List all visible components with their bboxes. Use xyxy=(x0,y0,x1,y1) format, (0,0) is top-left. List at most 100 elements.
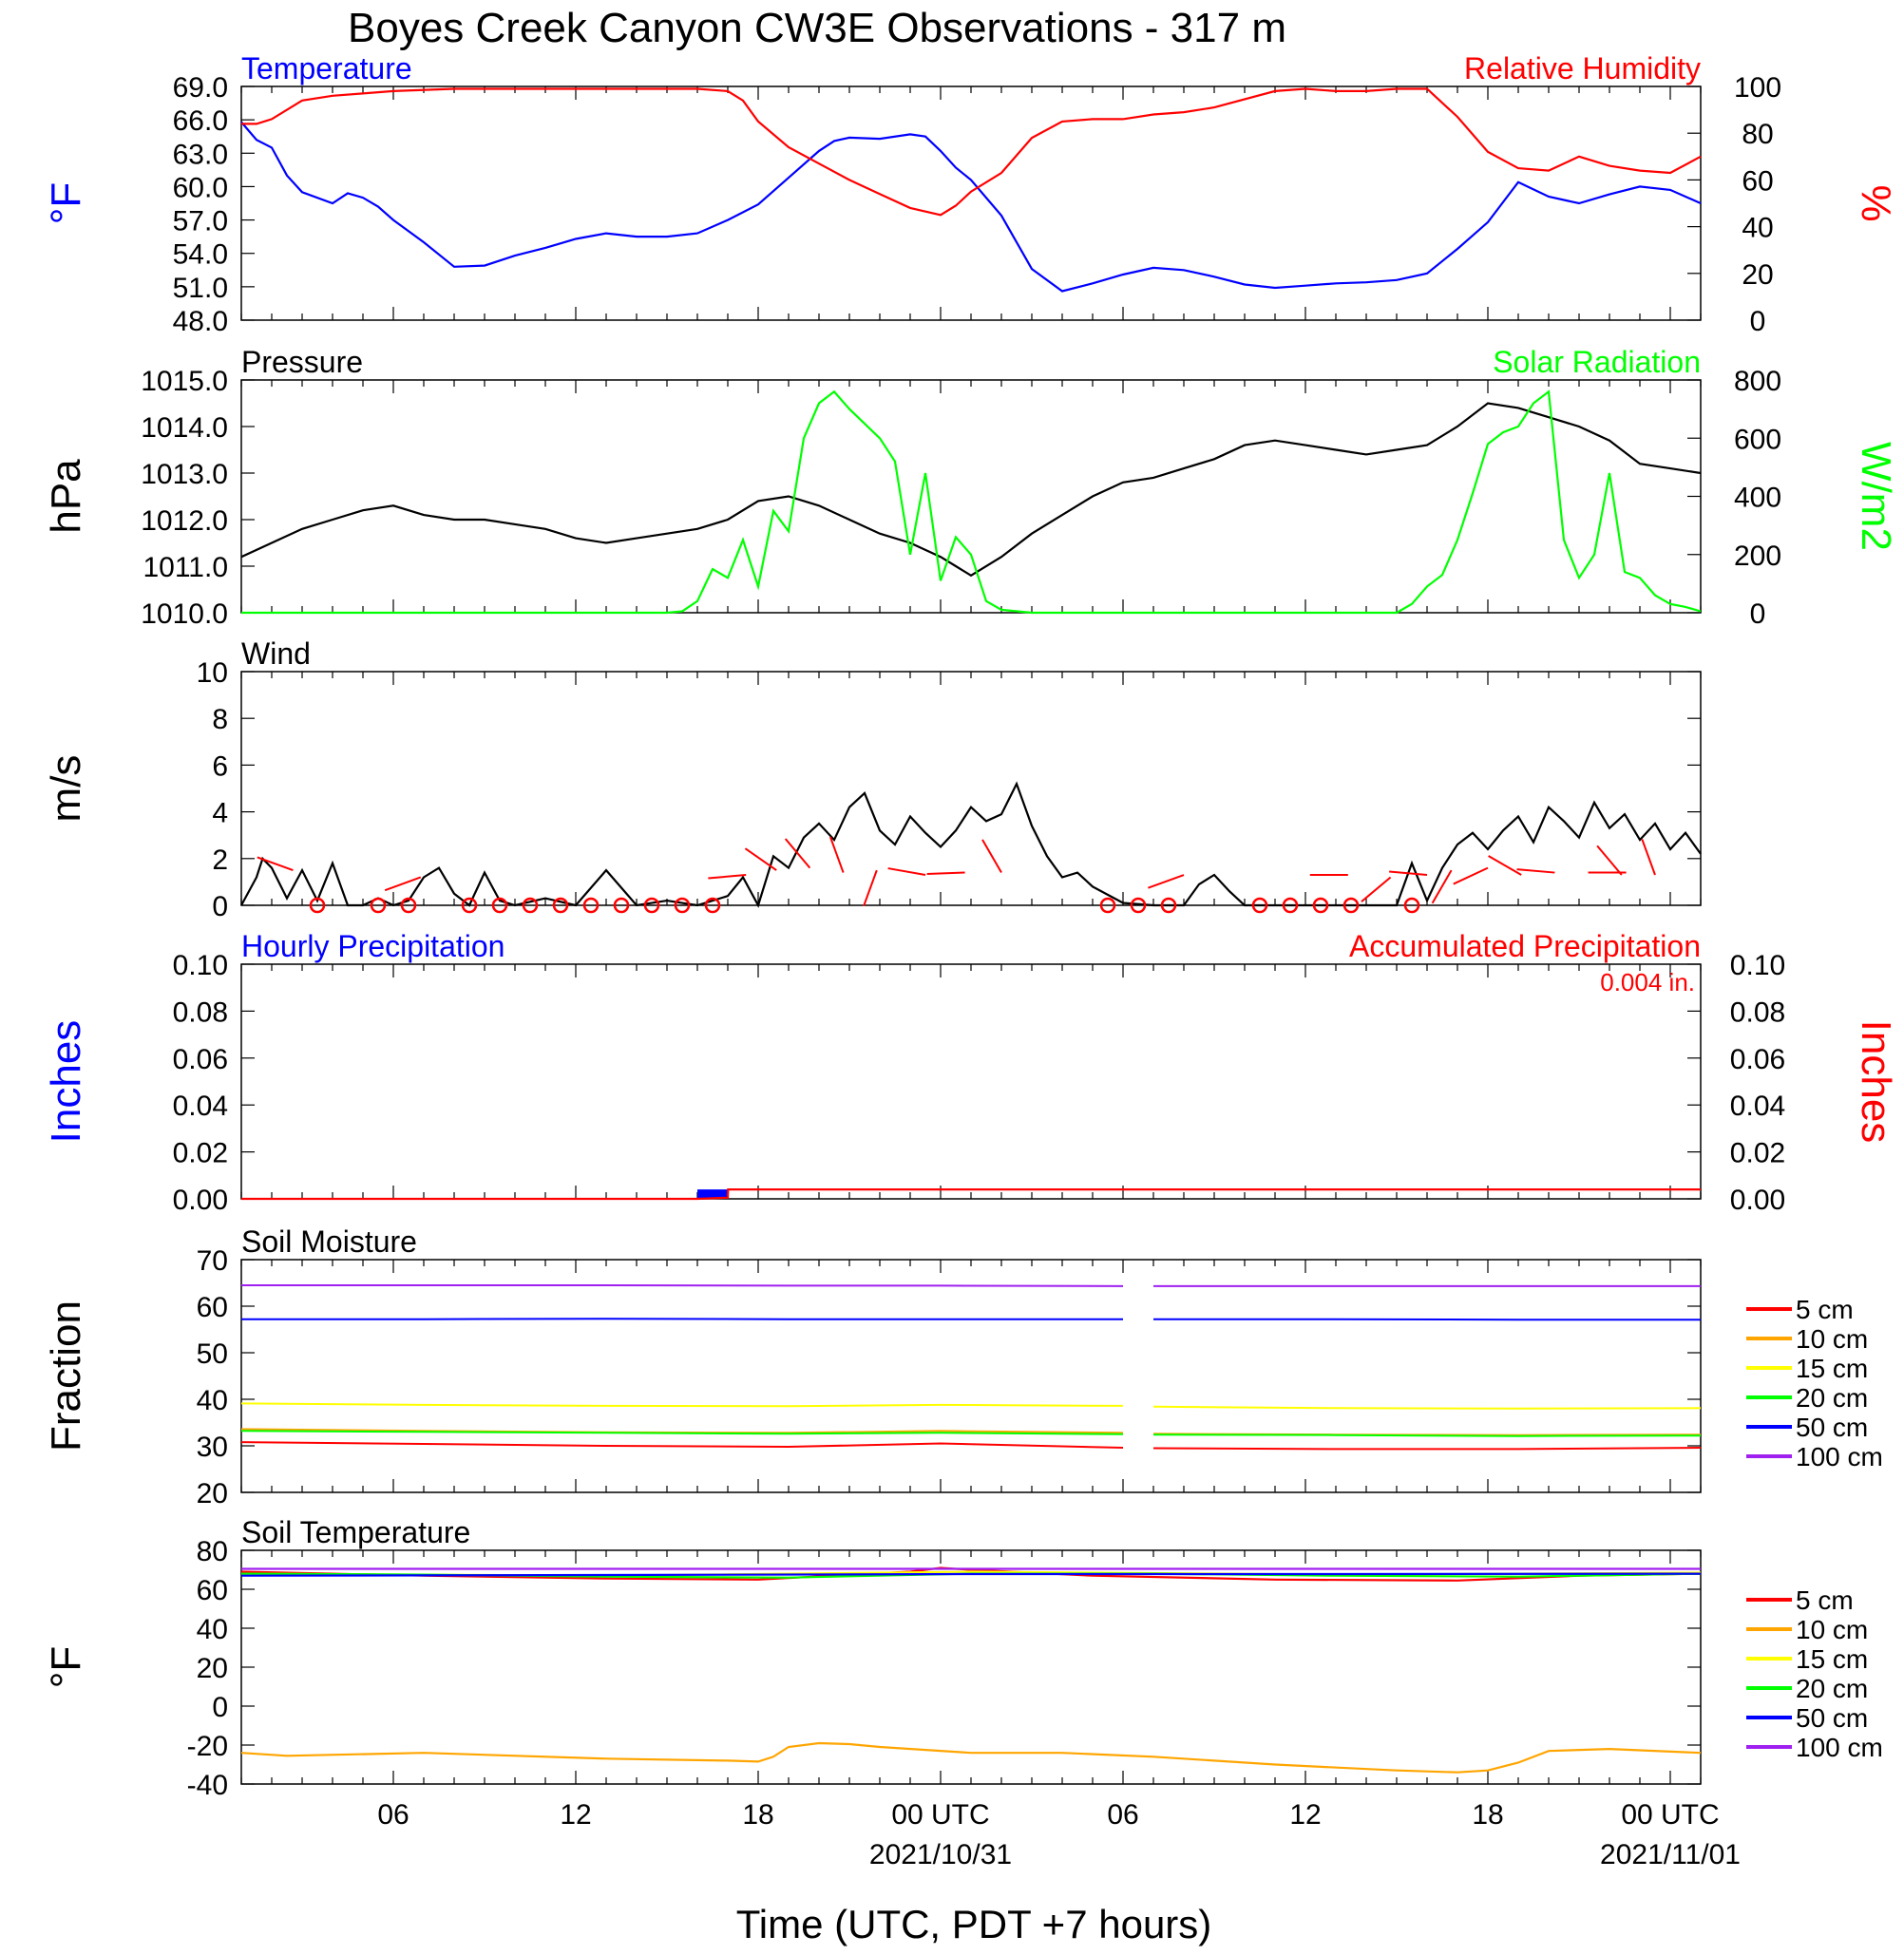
y-tick-label-left: 20 xyxy=(197,1653,228,1684)
series-line-soil-moisture-0 xyxy=(240,1441,1124,1449)
y-tick-label-right: 400 xyxy=(1734,483,1781,514)
panel-soil-moisture: 20 30 40 50 60 70 Soil Moisture Fraction 5 cm10 … xyxy=(43,1224,1883,1509)
y-tick-label-left: 1010.0 xyxy=(141,598,228,630)
y-tick-label-right: 200 xyxy=(1734,541,1781,572)
wind-barb xyxy=(784,838,811,869)
wind-barb xyxy=(708,874,747,880)
wind-barb xyxy=(1596,845,1623,876)
wind-barb xyxy=(926,871,965,875)
y-tick-label-right: 40 xyxy=(1742,213,1773,244)
legend-label: 5 cm xyxy=(1796,1585,1854,1615)
y-tick-label-left: 57.0 xyxy=(173,206,228,237)
y-tick-label-left: 20 xyxy=(197,1478,228,1509)
panel-precipitation: 0.00 0.02 0.04 0.06 0.08 0.10 0.00 0.02 0.04 0.06… xyxy=(43,929,1899,1216)
y-tick-label-left: 1014.0 xyxy=(141,412,228,444)
y-tick-label-left: 1015.0 xyxy=(141,366,228,397)
panel-title-left: Soil Moisture xyxy=(241,1224,417,1259)
y-tick-label-right: 800 xyxy=(1734,366,1781,397)
wind-barb xyxy=(744,847,777,871)
wind-barb xyxy=(1389,870,1428,877)
panel-title-left: Soil Temperature xyxy=(241,1515,470,1549)
wind-barb xyxy=(384,876,422,892)
series-line-soil-moisture-0 xyxy=(1152,1447,1702,1451)
calm-wind-marker xyxy=(1130,897,1147,914)
panel-temperature-rh: 48.051.054.057.060.063.066.069.0 0 20 40 60 8… xyxy=(43,51,1899,337)
y-tick-label-right: 100 xyxy=(1734,72,1781,104)
legend-label: 20 cm xyxy=(1796,1383,1868,1413)
y-tick-label-left: -20 xyxy=(187,1731,228,1762)
wind-barb xyxy=(828,836,845,873)
x-tick-label: 18 xyxy=(1472,1799,1503,1831)
y-tick-label-right: 0 xyxy=(1750,306,1766,337)
y-tick-label-left: 2 xyxy=(212,845,228,876)
panel-title-left: Hourly Precipitation xyxy=(241,929,505,963)
y-axis-label-left: °F xyxy=(43,1646,89,1688)
chart-panels: 48.051.054.057.060.063.066.069.002040608… xyxy=(43,51,1899,1870)
plot-frame xyxy=(240,379,1702,614)
y-tick-label-left: 6 xyxy=(212,750,228,782)
x-tick-label: 00 UTC xyxy=(891,1799,989,1831)
calm-wind-marker xyxy=(1282,897,1299,914)
calm-wind-marker xyxy=(461,897,478,914)
calm-wind-marker xyxy=(613,897,630,914)
series-line-soil-moisture-2 xyxy=(240,1402,1124,1408)
y-axis-label-left: m/s xyxy=(43,755,89,823)
plot-frame xyxy=(240,85,1702,321)
y-tick-label-right: 0.00 xyxy=(1730,1185,1785,1216)
y-tick-label-left: 10 xyxy=(197,657,228,689)
y-tick-label-left: 60 xyxy=(197,1575,228,1606)
panel-title-left: Wind xyxy=(241,636,311,671)
y-tick-label-left: 69.0 xyxy=(173,72,228,104)
y-tick-label-right: 0.10 xyxy=(1730,950,1785,981)
y-tick-label-left: 8 xyxy=(212,704,228,735)
precip-bar xyxy=(697,1189,728,1199)
y-tick-label-left: 80 xyxy=(197,1536,228,1567)
x-tick-label: 12 xyxy=(560,1799,591,1831)
calm-wind-marker xyxy=(1403,897,1420,914)
wind-barb xyxy=(1361,876,1392,902)
y-tick-label-right: 0.06 xyxy=(1730,1044,1785,1075)
series-line-soil-moisture-2 xyxy=(1152,1405,1702,1410)
y-tick-label-right: 0.08 xyxy=(1730,996,1785,1028)
series-line-pressure-solar-1 xyxy=(241,389,1702,615)
legend-label: 15 cm xyxy=(1796,1354,1868,1383)
legend-label: 10 cm xyxy=(1796,1615,1868,1644)
series-line-soil-temperature-4 xyxy=(240,1572,1702,1577)
series-line-soil-moisture-4 xyxy=(1153,1318,1701,1321)
y-tick-label-right: 0 xyxy=(1750,598,1766,630)
panel-title-right: Solar Radiation xyxy=(1493,345,1701,379)
panel-title-right: Relative Humidity xyxy=(1464,51,1701,85)
y-tick-label-left: 40 xyxy=(197,1385,228,1416)
y-tick-label-right: 0.04 xyxy=(1730,1091,1785,1122)
x-axis-label: Time (UTC, PDT +7 hours) xyxy=(736,1902,1212,1946)
y-tick-label-left: 40 xyxy=(197,1614,228,1645)
series-line-soil-moisture-3 xyxy=(240,1430,1124,1435)
y-axis-label-left: Fraction xyxy=(43,1300,89,1452)
wind-barb xyxy=(1453,866,1489,885)
calm-wind-marker xyxy=(370,897,387,914)
y-tick-label-right: 600 xyxy=(1734,424,1781,455)
legend-label: 5 cm xyxy=(1796,1295,1854,1324)
x-date-label: 2021/11/01 xyxy=(1600,1839,1741,1870)
series-line-pressure-solar-0 xyxy=(240,402,1702,578)
y-tick-label-left: 0.00 xyxy=(173,1185,228,1216)
legend-label: 100 cm xyxy=(1796,1442,1883,1471)
x-tick-label: 06 xyxy=(377,1799,409,1831)
x-tick-label: 00 UTC xyxy=(1621,1799,1719,1831)
x-tick-label: 06 xyxy=(1107,1799,1138,1831)
y-tick-label-left: -40 xyxy=(187,1770,228,1801)
y-axis-label-left: Inches xyxy=(43,1020,89,1144)
legend-label: 20 cm xyxy=(1796,1674,1868,1703)
series-line-precipitation-1 xyxy=(241,1188,1701,1201)
x-date-label: 2021/10/31 xyxy=(869,1839,1012,1870)
series-line-temperature-rh-1 xyxy=(241,87,1702,217)
y-axis-label-right: W/m2 xyxy=(1853,442,1899,551)
series-line-wind-0 xyxy=(240,781,1702,908)
y-tick-label-left: 0.10 xyxy=(173,950,228,981)
panel-title-left: Pressure xyxy=(241,345,363,379)
y-tick-label-left: 50 xyxy=(197,1338,228,1370)
wind-barb xyxy=(257,856,294,872)
wind-barb xyxy=(1516,868,1555,874)
calm-wind-marker xyxy=(1251,897,1268,914)
